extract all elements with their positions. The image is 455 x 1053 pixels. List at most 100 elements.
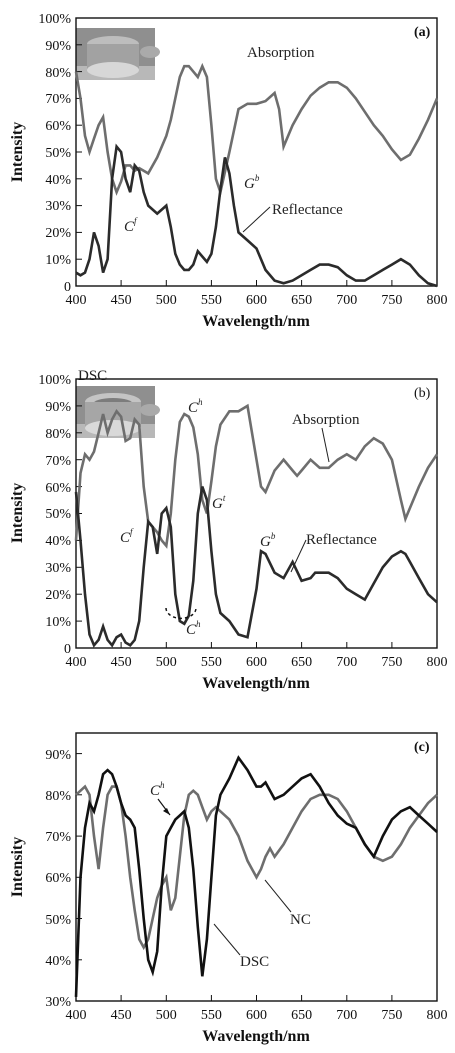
y-tick-c-6: 90% [45,748,82,763]
y-ticks-b: 0 10% 20% 30% 40% 50% 60% 70% 80% 90% 10… [38,373,82,657]
panel-label-c: (c) [414,740,430,755]
y-tick-label: 50% [45,146,71,161]
x-tick-a-0: 400 [66,280,87,308]
y-tick-label: 90% [45,400,71,415]
y-tick-b-9: 90% [45,400,82,415]
x-tick-c-5: 650 [291,995,312,1023]
x-tick-b-5: 650 [291,642,312,670]
x-tick-label: 600 [246,655,267,670]
y-tick-label: 60% [45,119,71,134]
x-tick-label: 400 [66,655,87,670]
x-tick-label: 700 [336,655,357,670]
y-tick-label: 30% [45,199,71,214]
y-tick-b-8: 80% [45,427,82,442]
y-tick-label: 20% [45,226,71,241]
annotation-gt-b: Gt [212,493,226,512]
annotation-cf-b: Cf [120,527,134,546]
y-tick-b-10: 100% [38,373,82,388]
y-tick-b-0: 0 [64,642,82,657]
x-tick-label: 700 [336,1008,357,1023]
x-tick-label: 800 [427,293,448,308]
series-label-absorption-a: Absorption [247,45,315,61]
x-tick-label: 550 [201,1008,222,1023]
y-tick-label: 60% [45,871,71,886]
x-tick-b-6: 700 [336,642,357,670]
series-label-absorption-b: Absorption [292,412,360,428]
x-tick-b-3: 550 [201,642,222,670]
x-tick-b-8: 800 [427,642,448,670]
y-tick-label: 20% [45,588,71,603]
minimum-highlight-arc-b [165,607,197,620]
annotation-ch-bottom-b-letter: C [186,622,197,638]
x-tick-label: 450 [111,1008,132,1023]
x-tick-label: 750 [381,1008,402,1023]
x-tick-label: 500 [156,655,177,670]
y-tick-a-5: 50% [45,146,82,161]
series-line-nc-c [75,784,438,951]
x-tick-label: 600 [246,1008,267,1023]
x-tick-label: 450 [111,293,132,308]
x-axis-title-b: Wavelength/nm [202,675,310,692]
series-lines-a [74,62,439,288]
y-tick-a-6: 60% [45,119,82,134]
y-tick-label: 80% [45,789,71,804]
y-tick-label: 40% [45,534,71,549]
panel-label-b: (b) [414,386,431,401]
series-line-reflectance-a [75,143,438,288]
x-tick-label: 500 [156,293,177,308]
x-tick-label: 600 [246,293,267,308]
y-tick-label: 10% [45,615,71,630]
y-tick-label: 100% [38,373,71,388]
x-tick-a-4: 600 [246,280,267,308]
annotation-cf-b-sup: f [130,527,134,537]
x-tick-label: 400 [66,1008,87,1023]
y-tick-label: 100% [38,12,71,27]
y-tick-b-3: 30% [45,561,82,576]
x-tick-label: 650 [291,1008,312,1023]
x-tick-c-6: 700 [336,995,357,1023]
y-tick-label: 40% [45,954,71,969]
y-axis-title-b: Intensity [9,483,26,543]
annotation-gb-b-sup: b [271,531,276,541]
x-axis-title-c: Wavelength/nm [202,1028,310,1045]
inset-image-b [76,386,160,438]
y-tick-label: 80% [45,66,71,81]
y-tick-label: 90% [45,748,71,763]
x-tick-label: 750 [381,293,402,308]
x-tick-label: 650 [291,293,312,308]
panel-a: 0 10% 20% 30% 40% 50% 60% 70% 80% 90% 10… [9,12,448,330]
series-label-nc-c: NC [290,912,311,928]
y-tick-label: 40% [45,173,71,188]
annotation-cf-a: Cf [124,216,138,235]
y-tick-label: 60% [45,481,71,496]
x-tick-label: 650 [291,655,312,670]
annotation-ch-c-letter: C [150,783,161,799]
y-tick-b-7: 70% [45,454,82,469]
panel-b: DSC 0 10% 20% 30% 40% 50% 60% 70% 80% 90… [9,368,448,692]
y-tick-label: 0 [64,280,71,295]
x-tick-label: 550 [201,655,222,670]
x-axis-title-a: Wavelength/nm [202,313,310,330]
annotation-cf-a-letter: C [124,219,135,235]
annotation-ch-top-b-letter: C [188,400,199,416]
x-ticks-b: 400 450 500 550 600 650 700 750 800 [66,642,448,670]
series-lines-c [74,755,438,997]
x-tick-c-8: 800 [427,995,448,1023]
y-tick-c-4: 70% [45,830,82,845]
y-tick-a-2: 20% [45,226,82,241]
x-tick-b-7: 750 [381,642,402,670]
y-tick-label: 70% [45,830,71,845]
series-line-absorption-b [74,403,439,549]
x-tick-a-2: 500 [156,280,177,308]
y-tick-label: 80% [45,427,71,442]
y-axis-title-a: Intensity [9,122,26,182]
annotation-gb-a-sup: b [255,173,260,183]
x-tick-a-6: 700 [336,280,357,308]
y-tick-label: 30% [45,561,71,576]
y-tick-label: 70% [45,454,71,469]
series-label-reflectance-a: Reflectance [272,202,343,218]
annotation-gt-b-sup: t [223,493,226,503]
y-ticks-c: 30% 40% 50% 60% 70% 80% 90% [45,748,82,1010]
y-tick-a-9: 90% [45,39,82,54]
